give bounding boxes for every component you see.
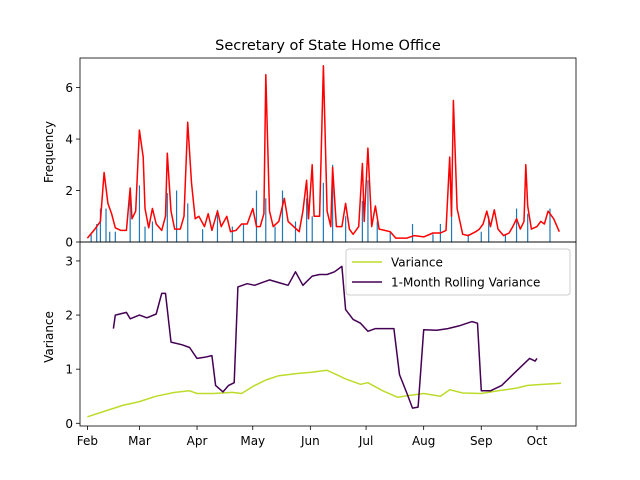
- x-tick-label: May: [240, 434, 265, 448]
- frequency-bar: [255, 190, 258, 242]
- frequency-bar: [265, 198, 267, 242]
- frequency-bar: [202, 229, 204, 242]
- frequency-bar: [504, 234, 507, 242]
- frequency-bar: [389, 231, 391, 242]
- bottom-y-tick-label: 1: [65, 363, 73, 377]
- frequency-bar: [322, 182, 324, 242]
- frequency-bar: [361, 200, 363, 242]
- frequency-bar: [432, 234, 434, 242]
- frequency-bar: [294, 221, 297, 242]
- x-tick-label: Aug: [412, 434, 435, 448]
- frequency-bar: [376, 221, 378, 242]
- frequency-bar: [242, 223, 245, 242]
- rolling-variance-line: [112, 265, 538, 409]
- frequency-bar: [527, 213, 529, 242]
- top-y-tick-label: 4: [65, 133, 73, 147]
- frequency-bar: [114, 231, 116, 242]
- frequency-bar: [306, 198, 308, 242]
- frequency-bar: [345, 216, 347, 242]
- frequency-bar: [515, 208, 518, 242]
- variance-line: [87, 369, 562, 418]
- chart-title: Secretary of State Home Office: [215, 38, 441, 54]
- top-y-tick-label: 6: [65, 81, 73, 95]
- frequency-line: [86, 64, 560, 239]
- frequency-bar: [216, 209, 219, 242]
- legend-label: 1-Month Rolling Variance: [391, 276, 540, 290]
- top-y-axis-label: Frequency: [42, 121, 56, 183]
- frequency-bar: [96, 223, 98, 242]
- frequency-bar: [281, 190, 284, 242]
- bottom-y-tick-label: 2: [65, 309, 73, 323]
- frequency-bar: [274, 226, 276, 242]
- x-tick-label: Mar: [128, 434, 151, 448]
- frequency-bar: [99, 208, 102, 242]
- bottom-y-tick-label: 3: [65, 254, 73, 268]
- bottom-axes-frame: [79, 241, 577, 427]
- top-y-tick-label: 0: [65, 236, 73, 250]
- frequency-bar: [166, 193, 168, 242]
- x-tick-label: Jul: [358, 434, 373, 448]
- legend: Variance 1-Month Rolling Variance: [345, 248, 571, 296]
- x-tick-label: Oct: [527, 434, 548, 448]
- frequency-bar: [144, 226, 146, 242]
- frequency-bar: [332, 164, 334, 242]
- x-tick-label: Sep: [470, 434, 493, 448]
- frequency-bar: [187, 203, 189, 242]
- x-tick-label: Apr: [187, 434, 208, 448]
- x-tick-label: Jun: [300, 434, 320, 448]
- frequency-bar: [450, 195, 453, 242]
- frequency-bar: [488, 216, 490, 242]
- frequency-bar: [311, 216, 313, 242]
- frequency-bar: [549, 208, 551, 242]
- frequency-bar: [109, 231, 111, 242]
- frequency-bar: [480, 231, 482, 242]
- frequency-bar: [151, 221, 154, 242]
- legend-label: Variance: [391, 256, 443, 270]
- bottom-y-axis-label: Variance: [42, 311, 56, 363]
- frequency-bar: [90, 234, 92, 242]
- frequency-bar: [129, 198, 131, 242]
- frequency-bar: [367, 180, 369, 242]
- frequency-bar: [231, 226, 233, 242]
- frequency-bar: [175, 190, 178, 242]
- frequency-bar: [411, 223, 414, 242]
- bottom-axes: 0 1 2 3 Feb Mar Apr May Jun Jul Aug Sep Oct: [65, 241, 577, 448]
- legend-box: [345, 248, 571, 296]
- frequency-bar: [138, 185, 141, 242]
- top-y-tick-label: 2: [65, 184, 73, 198]
- x-tick-label: Feb: [77, 434, 98, 448]
- frequency-bar: [105, 208, 107, 242]
- frequency-bar: [467, 234, 469, 242]
- bottom-y-tick-label: 0: [65, 417, 73, 431]
